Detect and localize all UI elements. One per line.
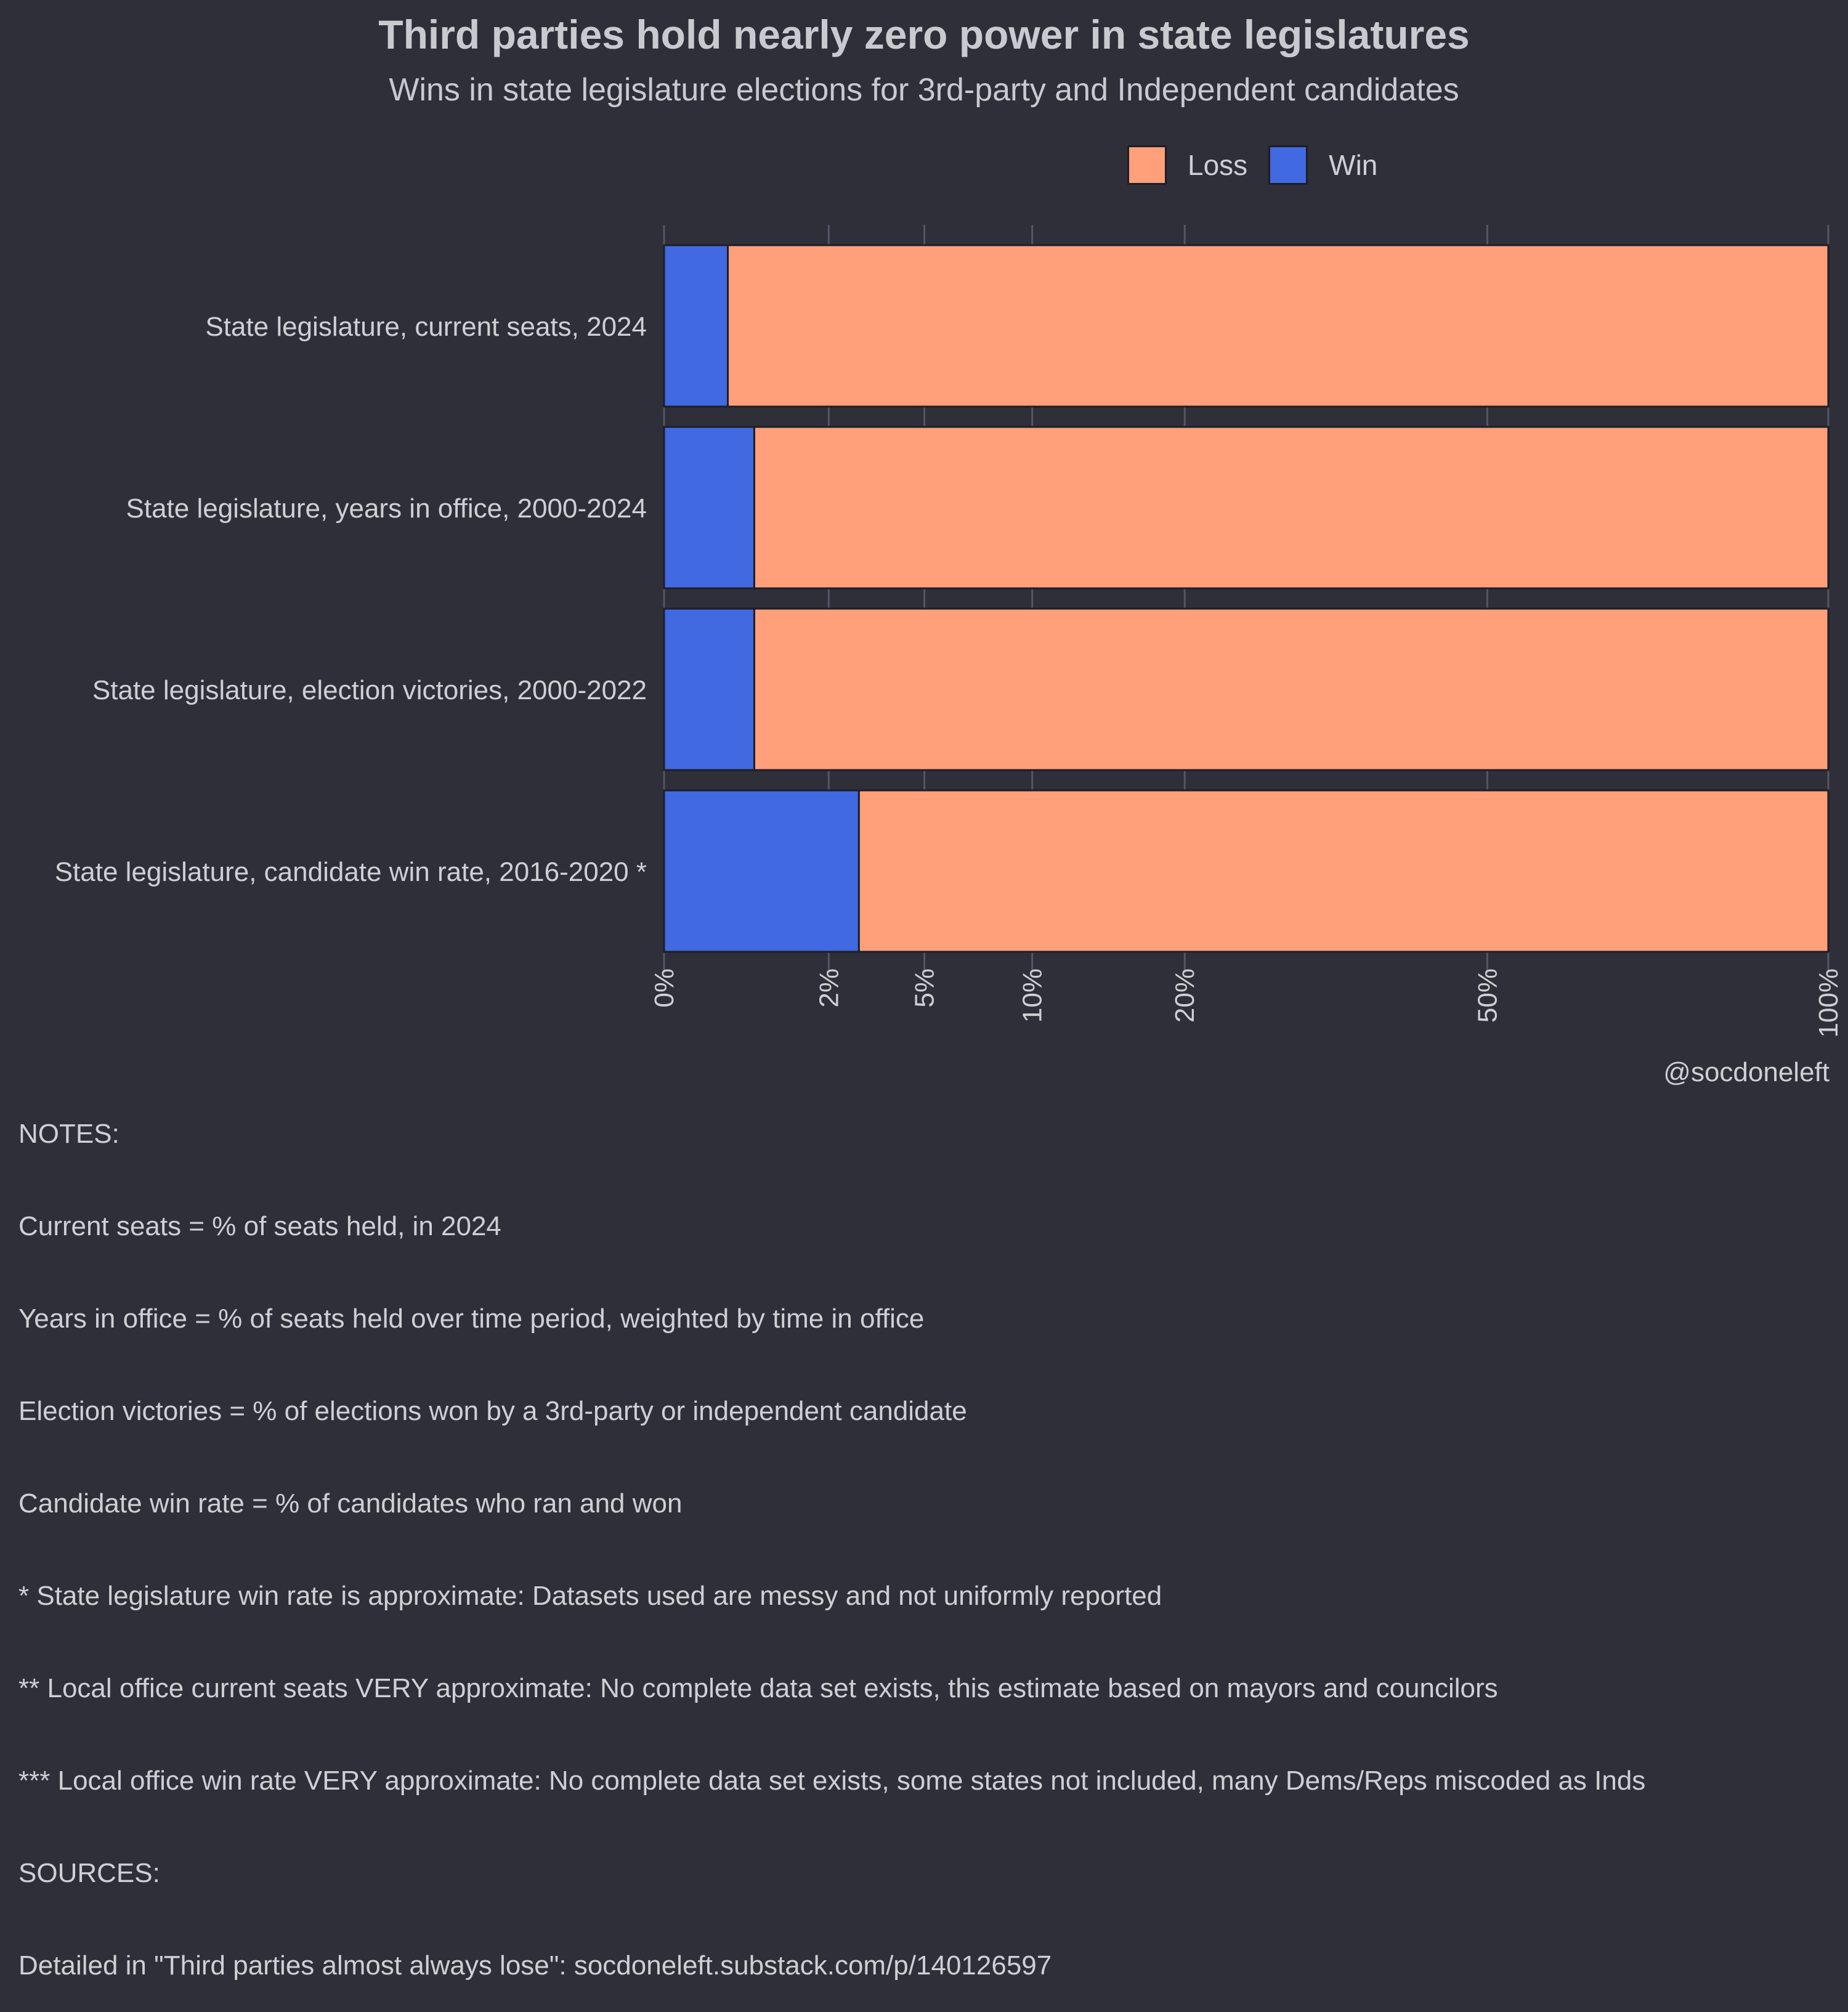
legend-label-win: Win [1329,149,1378,181]
bar-win [663,789,860,953]
x-tick-label: 2% [814,968,844,1008]
notes-line: Detailed in "Third parties almost always… [18,1950,1052,1981]
stacked-bar-chart: State legislature, current seats, 2024 St… [55,225,1844,1038]
bar-loss [753,607,1830,771]
notes-line: Current seats = % of seats held, in 2024 [18,1211,501,1241]
x-tick-label: 20% [1170,968,1200,1023]
category-label: State legislature, candidate win rate, 2… [55,857,647,887]
bar-loss [727,244,1830,408]
x-tick-label: 50% [1472,968,1502,1023]
notes-line: Years in office = % of seats held over t… [18,1304,925,1334]
category-label: State legislature, years in office, 2000… [126,493,647,524]
x-tick-label: 0% [649,968,679,1008]
bar-loss [857,789,1830,953]
notes-line: Election victories = % of elections won … [18,1396,967,1426]
notes-line: *** Local office win rate VERY approxima… [18,1766,1646,1796]
legend-item-loss: Loss [1127,145,1247,185]
bar-win [663,426,755,590]
x-tick-label: 5% [910,968,940,1008]
notes-line: SOURCES: [18,1858,160,1888]
category-label: State legislature, current seats, 2024 [205,312,647,342]
legend-swatch-loss [1127,145,1167,185]
category-label: State legislature, election victories, 2… [92,675,647,705]
bar-loss [753,426,1830,590]
bar-win [663,607,755,771]
notes-block: NOTES: Current seats = % of seats held, … [18,1057,1645,2012]
legend-swatch-win [1268,145,1308,185]
legend-item-win: Win [1268,145,1377,185]
x-tick-label: 100% [1814,968,1844,1038]
bar-win [663,244,729,408]
notes-line: Candidate win rate = % of candidates who… [18,1488,683,1519]
legend-label-loss: Loss [1188,149,1248,181]
x-tick-label: 10% [1018,968,1048,1023]
notes-line: NOTES: [18,1119,120,1149]
notes-line: ** Local office current seats VERY appro… [18,1673,1498,1703]
chart-subtitle: Wins in state legislature elections for … [389,72,1459,108]
notes-line: * State legislature win rate is approxim… [18,1581,1162,1611]
legend: Loss Win [1127,145,1398,185]
chart-title: Third parties hold nearly zero power in … [378,12,1470,57]
author-credit: @socdoneleft [1663,1057,1830,1087]
